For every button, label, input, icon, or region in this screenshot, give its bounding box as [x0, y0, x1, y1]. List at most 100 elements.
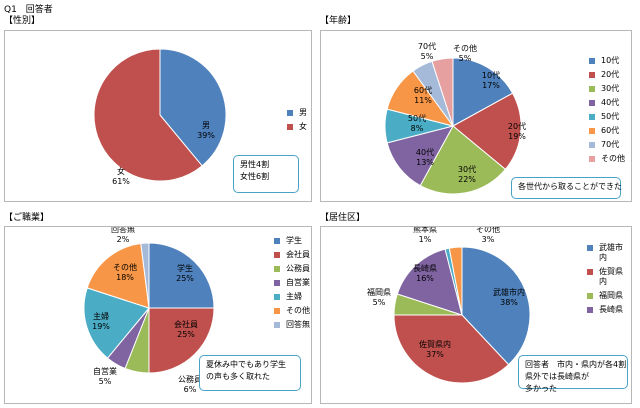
- slice-label-fukuoka: 福岡県 5%: [367, 288, 391, 307]
- slice-label-10s: 10代 17%: [482, 70, 500, 90]
- note-box-occupation: 夏休み中でもあり学生 の声も多く取れた: [199, 355, 301, 391]
- legend-label: 会社員: [286, 250, 310, 259]
- note-box-residence: 回答者 市内・県内が各4割 県外では長崎県が 多かった: [518, 355, 628, 393]
- legend-label: 70代: [601, 140, 620, 149]
- chart-title-gender: 【性別】: [4, 16, 41, 26]
- legend-swatch: [587, 245, 593, 251]
- pie-chart-age: 10代 17% 20代 19% 30代 22% 40代 13% 50代 8% 60代 11% 70代 5%…: [384, 41, 526, 195]
- legend-swatch: [589, 86, 595, 92]
- pie-slice-student: [148, 242, 215, 309]
- slice-label-other: その他 18%: [113, 262, 137, 282]
- legend-label: 自営業: [286, 278, 310, 287]
- legend-label: 男: [299, 108, 307, 117]
- legend-swatch: [274, 308, 280, 314]
- legend-label: 10代: [601, 56, 620, 65]
- legend-swatch: [589, 72, 595, 78]
- chart-panel-residence: 武雄市内 38% 佐賀県内 37% 福岡県 5% 長崎県 16% 熊本県 1% その他 3% 武雄市内佐…: [320, 226, 632, 404]
- pie-slice-other: [448, 246, 463, 316]
- legend-label: 公務員: [286, 264, 310, 273]
- pie-slice-no-answer: [140, 242, 150, 309]
- slice-label-civil-servant: 公務員 6%: [178, 374, 202, 394]
- legend-label: 武雄市内: [599, 243, 623, 262]
- note-line: 各世代から取ることができた: [518, 182, 622, 191]
- pie-slice-saga-prefecture: [393, 314, 510, 384]
- note-line: の声も多く取れた: [206, 372, 270, 381]
- slice-label-housewife: 主婦 19%: [92, 311, 110, 331]
- legend-swatch: [274, 294, 280, 300]
- legend-label: 50代: [601, 112, 620, 121]
- chart-title-occupation: 【ご職業】: [4, 213, 50, 223]
- pie-slice-female: [93, 48, 203, 182]
- note-line: 女性6割: [240, 172, 270, 181]
- legend-swatch: [287, 110, 293, 116]
- legend-swatch: [274, 280, 280, 286]
- pie-chart-occupation: 学生 25% 会社員 25% 公務員 6% 自営業 5% 主婦 19% その他 18% 回答無 2%: [83, 227, 215, 394]
- legend-swatch: [589, 58, 595, 64]
- slice-label-kumamoto: 熊本県 1%: [413, 227, 437, 244]
- legend-swatch: [589, 100, 595, 106]
- legend-label: 長崎県: [599, 305, 623, 314]
- pie-slice-male: [159, 48, 227, 167]
- question-heading: Q1 回答者: [4, 5, 53, 15]
- legend-swatch: [587, 307, 593, 313]
- legend-swatch: [587, 269, 593, 275]
- legend-label: 回答無: [286, 320, 310, 329]
- pie-slice-30s: [419, 125, 507, 195]
- note-line: 県外では長崎県が: [525, 372, 589, 381]
- slice-label-company-employee: 会社員 25%: [174, 319, 198, 339]
- slice-label-saga-prefecture: 佐賀県内 37%: [419, 339, 451, 359]
- legend-swatch: [274, 238, 280, 244]
- chart-title-age: 【年齢】: [320, 16, 357, 26]
- legend-label: 女: [299, 122, 307, 131]
- note-line: 夏休み中でもあり学生: [206, 360, 286, 369]
- pie-chart-gender: 男 39% 女 61%: [93, 48, 227, 186]
- slice-label-70s: 70代 5%: [418, 41, 436, 61]
- slice-label-student: 学生 25%: [176, 263, 194, 283]
- pie-slice-40s: [386, 125, 454, 187]
- legend-label: その他: [286, 306, 310, 315]
- legend-swatch: [274, 266, 280, 272]
- slice-label-other: その他 5%: [453, 43, 477, 63]
- slice-label-female: 女 61%: [112, 166, 130, 186]
- slice-label-40s: 40代 13%: [416, 147, 434, 167]
- note-line: 回答者 市内・県内が各4割: [525, 360, 627, 369]
- legend-swatch: [274, 252, 280, 258]
- pie-slice-other: [431, 57, 454, 127]
- legend-label: 主婦: [286, 292, 302, 301]
- legend-label: その他: [601, 154, 625, 163]
- pie-chart-residence: 武雄市内 38% 佐賀県内 37% 福岡県 5% 長崎県 16% 熊本県 1% その他 3%: [367, 227, 531, 384]
- legend-label: 30代: [601, 84, 620, 93]
- note-line: 男性4割: [240, 160, 270, 169]
- note-line: 多かった: [525, 384, 557, 393]
- legend-swatch: [287, 124, 293, 130]
- note-box-gender: 男性4割女性6割: [233, 155, 299, 193]
- chart-panel-gender: 男 39% 女 61% 男女男性4割女性6割: [4, 30, 312, 202]
- chart-panel-occupation: 学生 25% 会社員 25% 公務員 6% 自営業 5% 主婦 19% その他 18% 回答無 2% 学生会…: [4, 226, 312, 404]
- chart-title-residence: 【居住区】: [320, 213, 366, 223]
- slice-label-20s: 20代 19%: [508, 121, 526, 141]
- legend-swatch: [589, 128, 595, 134]
- pie-slice-housewife: [83, 287, 150, 359]
- pie-slice-20s: [452, 92, 522, 171]
- slice-label-30s: 30代 22%: [458, 164, 476, 184]
- legend-swatch: [589, 142, 595, 148]
- slice-label-50s: 50代 8%: [408, 113, 426, 133]
- slice-label-self-employed: 自営業 5%: [93, 366, 117, 386]
- slice-label-takeo-city: 武雄市内 38%: [493, 287, 525, 307]
- legend-label: 40代: [601, 98, 620, 107]
- pie-slice-other: [86, 242, 150, 309]
- pie-slice-nagasaki: [396, 248, 463, 316]
- legend-label: 20代: [601, 70, 620, 79]
- slice-label-60s: 60代 11%: [414, 85, 432, 105]
- slice-label-nagasaki: 長崎県 16%: [413, 263, 437, 283]
- pie-slice-company-employee: [148, 307, 215, 374]
- legend-label: 佐賀県内: [599, 267, 623, 286]
- chart-panel-age: 10代 17% 20代 19% 30代 22% 40代 13% 50代 8% 60代 11% 70代 5%…: [320, 30, 632, 202]
- note-box-age: 各世代から取ることができた: [511, 177, 622, 199]
- legend-swatch: [589, 114, 595, 120]
- legend-swatch: [274, 322, 280, 328]
- legend-label: 福岡県: [599, 291, 623, 300]
- legend-swatch: [587, 293, 593, 299]
- legend-label: 学生: [286, 236, 302, 245]
- slice-label-male: 男 39%: [197, 121, 215, 140]
